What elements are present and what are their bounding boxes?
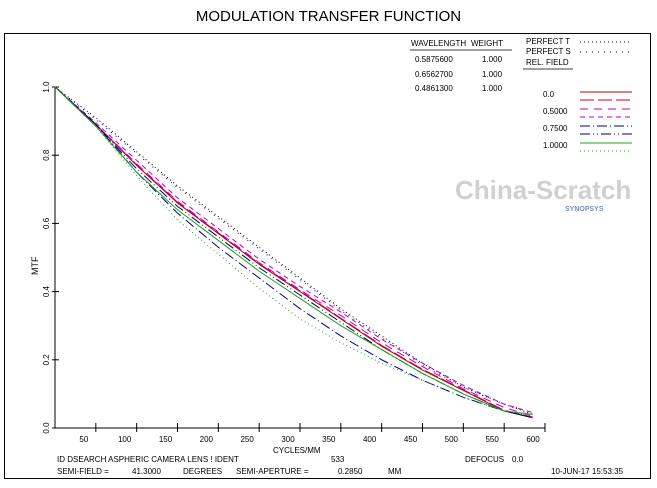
legend-rel-field: REL. FIELD bbox=[526, 58, 569, 67]
chart-title: MODULATION TRANSFER FUNCTION bbox=[195, 8, 462, 25]
wavelength-header: WAVELENGTH bbox=[411, 39, 466, 48]
series-line-0-0-t bbox=[54, 86, 533, 419]
series-line-1-0000-t bbox=[54, 86, 533, 415]
y-tick-label: 0.6 bbox=[42, 217, 51, 229]
x-tick-label: 100 bbox=[118, 435, 132, 444]
axes: 50 100 150 200 250 300 350 400 450 500 550 600 0.0 0.… bbox=[42, 81, 546, 444]
semi-aperture-value: 0.2850 bbox=[338, 467, 363, 476]
degrees-label: DEGREES bbox=[183, 467, 222, 476]
x-tick-label: 450 bbox=[404, 435, 418, 444]
weight-value: 1.000 bbox=[482, 84, 503, 93]
legend-perfect-s: PERFECT S bbox=[526, 47, 571, 56]
series-line-0-7500-t bbox=[54, 86, 533, 419]
series-line-0-5000-s bbox=[54, 86, 533, 414]
x-tick-label: 50 bbox=[79, 435, 88, 444]
x-tick-label: 350 bbox=[322, 435, 336, 444]
series-line-1-0000-s bbox=[54, 86, 533, 417]
ident-text: ID DSEARCH ASPHERIC CAMERA LENS ! IDENT bbox=[57, 455, 239, 464]
series-line-0-5000-t bbox=[54, 86, 533, 417]
weight-value: 1.000 bbox=[482, 70, 503, 79]
series-line-0-0-s bbox=[54, 86, 533, 418]
y-tick-label: 0.0 bbox=[42, 422, 51, 434]
legend-field-2: 0.7500 bbox=[543, 124, 568, 133]
curves bbox=[54, 86, 533, 419]
wavelength-table: WAVELENGTH WEIGHT 0.5875600 1.000 0.6562… bbox=[410, 39, 512, 93]
defocus-value: 0.0 bbox=[512, 455, 524, 464]
legend-field-3: 1.0000 bbox=[543, 141, 568, 150]
y-tick-label: 0.8 bbox=[42, 149, 51, 161]
x-tick-label: 200 bbox=[200, 435, 214, 444]
legend-field-0: 0.0 bbox=[543, 90, 555, 99]
wavelength-value: 0.4861300 bbox=[415, 84, 453, 93]
x-tick-label: 500 bbox=[445, 435, 459, 444]
x-axis-label: CYCLES/MM bbox=[273, 446, 321, 455]
y-axis-label: MTF bbox=[30, 256, 40, 275]
y-tick-label: 1.0 bbox=[42, 81, 51, 93]
ident-number: 533 bbox=[331, 455, 345, 464]
mm-label: MM bbox=[388, 467, 402, 476]
semi-field-label: SEMI-FIELD = bbox=[57, 467, 109, 476]
weight-value: 1.000 bbox=[482, 55, 503, 64]
x-tick-label: 300 bbox=[281, 435, 295, 444]
wavelength-value: 0.5875600 bbox=[415, 55, 453, 64]
defocus-label: DEFOCUS bbox=[465, 455, 504, 464]
plot-frame bbox=[4, 33, 651, 479]
timestamp: 10-JUN-17 15:53:35 bbox=[551, 467, 624, 476]
x-tick-label: 250 bbox=[240, 435, 254, 444]
y-tick-label: 0.4 bbox=[42, 285, 51, 297]
watermark-logo: China-Scratch bbox=[455, 175, 632, 205]
series-line-perfect-t bbox=[54, 86, 533, 415]
series-line-perfect-s bbox=[54, 86, 533, 414]
x-tick-label: 150 bbox=[159, 435, 173, 444]
footer: ID DSEARCH ASPHERIC CAMERA LENS ! IDENT … bbox=[57, 455, 624, 476]
watermark-sub: SYNOPSYS bbox=[565, 206, 604, 213]
legend-perfect-t: PERFECT T bbox=[526, 37, 570, 46]
x-tick-label: 600 bbox=[526, 435, 540, 444]
x-tick-label: 400 bbox=[363, 435, 377, 444]
weight-header: WEIGHT bbox=[471, 39, 503, 48]
wavelength-value: 0.6562700 bbox=[415, 70, 453, 79]
semi-field-value: 41.3000 bbox=[132, 467, 161, 476]
y-tick-label: 0.2 bbox=[42, 354, 51, 366]
legend: PERFECT T PERFECT S REL. FIELD 0.0 0.500… bbox=[523, 37, 632, 152]
series-line-0-7500-s bbox=[54, 86, 533, 419]
semi-aperture-label: SEMI-APERTURE = bbox=[236, 467, 309, 476]
legend-lines bbox=[580, 91, 632, 152]
x-tick-label: 550 bbox=[485, 435, 499, 444]
legend-field-1: 0.5000 bbox=[543, 107, 568, 116]
